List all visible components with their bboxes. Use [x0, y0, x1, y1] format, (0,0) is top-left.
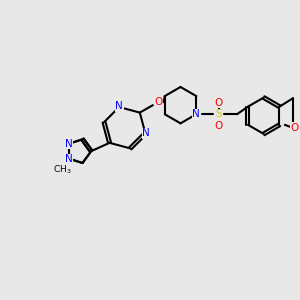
- Text: O: O: [290, 123, 298, 133]
- Text: N: N: [115, 101, 123, 112]
- Text: O: O: [214, 98, 223, 108]
- Text: O: O: [154, 97, 162, 107]
- Text: CH$_3$: CH$_3$: [53, 164, 72, 176]
- Text: N: N: [65, 154, 72, 164]
- Text: O: O: [214, 121, 223, 130]
- Text: N: N: [142, 128, 150, 138]
- Text: N: N: [192, 109, 200, 119]
- Text: S: S: [215, 109, 222, 119]
- Text: N: N: [65, 139, 72, 149]
